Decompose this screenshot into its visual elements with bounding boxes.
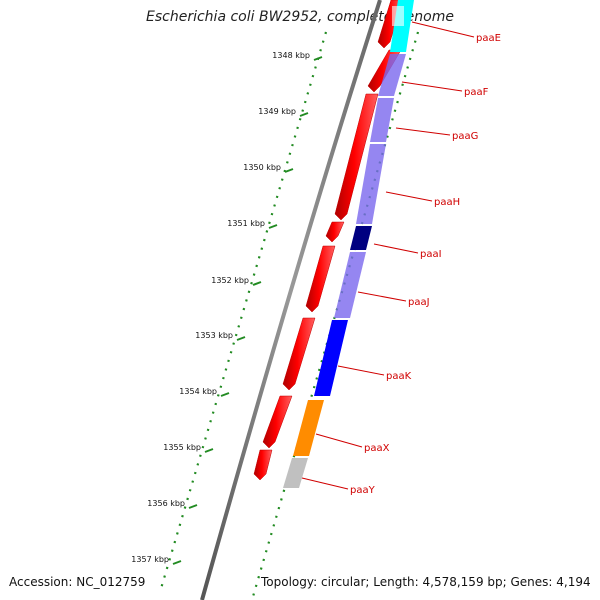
leader-line	[373, 243, 419, 254]
ruler-tick	[204, 448, 214, 453]
tick-label: 1356 kbp	[147, 499, 185, 508]
gene-label-paaJ: paaJ	[408, 297, 430, 308]
tick-label: 1352 kbp	[211, 276, 249, 285]
tick-label: 1351 kbp	[227, 219, 265, 228]
ruler-tick	[172, 560, 182, 565]
gene-label-paaH: paaH	[434, 197, 460, 208]
cds-gene	[262, 395, 293, 449]
leader-line	[401, 81, 463, 92]
leader-line	[411, 21, 475, 38]
tick-label: 1354 kbp	[179, 387, 217, 396]
leader-line	[337, 365, 385, 376]
ruler-tick	[236, 336, 246, 341]
gene-paaX	[293, 400, 324, 456]
ruler-tick	[268, 224, 278, 229]
tick-label: 1355 kbp	[163, 443, 201, 452]
gene-labels: paaE paaF paaG paaH paaI paaJ paaK paaX paaY	[301, 21, 501, 496]
ruler-tick	[220, 392, 230, 397]
leader-line	[395, 127, 451, 136]
topology-text: Topology: circular; Length: 4,578,159 bp…	[261, 575, 591, 589]
gene-label-paaY: paaY	[350, 485, 376, 496]
gene-paaF	[378, 54, 406, 96]
genome-backbone	[200, 0, 382, 600]
gene-label-paaG: paaG	[452, 131, 478, 142]
cds-track-reverse	[283, 0, 414, 488]
gene-paaI	[350, 226, 372, 250]
gene-label-paaX: paaX	[364, 443, 390, 454]
tick-label: 1348 kbp	[272, 51, 310, 60]
cds-gene	[305, 245, 336, 313]
leader-line	[301, 477, 349, 490]
ruler-tick	[284, 168, 294, 173]
gene-paaY	[283, 458, 308, 488]
cds-gene	[282, 317, 316, 391]
gene-paaJ	[334, 252, 366, 318]
gene-label-paaI: paaI	[420, 249, 442, 260]
leader-line	[357, 291, 407, 302]
ruler-tick	[299, 112, 309, 117]
cds-gene	[334, 93, 379, 221]
tick-label: 1349 kbp	[258, 107, 296, 116]
cds-track-forward	[253, 0, 404, 481]
gene-paaH	[356, 144, 386, 224]
outer-tick-ruler	[158, 31, 328, 593]
ruler-tick	[313, 56, 323, 61]
gene-label-paaE: paaE	[476, 33, 501, 44]
cds-gene	[253, 449, 273, 481]
gene-paaK	[314, 320, 348, 396]
tick-label: 1353 kbp	[195, 331, 233, 340]
gene-paaG	[370, 98, 394, 142]
tick-label: 1350 kbp	[243, 163, 281, 172]
leader-line	[385, 191, 433, 202]
gene-label-paaF: paaF	[464, 87, 489, 98]
ruler-tick	[188, 504, 198, 509]
tick-label: 1357 kbp	[131, 555, 169, 564]
ruler-tick	[252, 281, 262, 286]
gene-label-paaK: paaK	[386, 371, 412, 382]
ruler-ticks: 1348 kbp 1349 kbp 1350 kbp 1351 kbp 1352 kbp…	[131, 51, 323, 565]
accession-text: Accession: NC_012759	[9, 575, 146, 589]
highlight-sheen	[392, 6, 404, 26]
cds-gene	[325, 221, 345, 243]
leader-line	[315, 433, 363, 448]
